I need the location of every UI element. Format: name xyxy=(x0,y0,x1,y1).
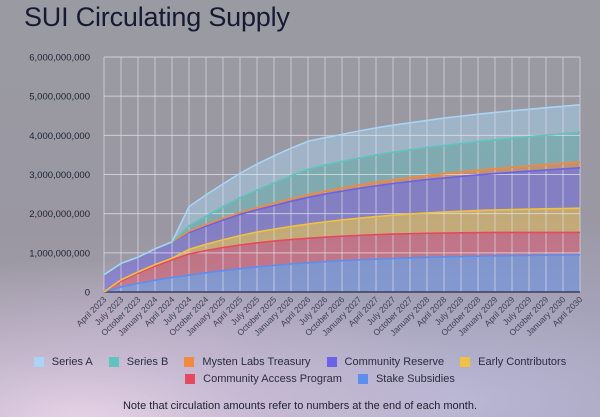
line-early-contributors xyxy=(103,207,581,293)
y-tick-label: 6,000,000,000 xyxy=(29,53,90,64)
legend-label: Community Access Program xyxy=(203,372,342,385)
grid xyxy=(103,56,581,293)
line-community-access-program xyxy=(103,231,580,293)
line-series-a xyxy=(103,103,581,276)
y-tick-label: 4,000,000,000 xyxy=(29,131,90,142)
legend-label: Stake Subsidies xyxy=(375,372,455,385)
chart-title: SUI Circulating Supply xyxy=(24,2,290,32)
legend-item-community-reserve[interactable]: Community Reserve xyxy=(326,355,445,368)
legend-item-mysten-labs-treasury[interactable]: Mysten Labs Treasury xyxy=(184,355,311,368)
legend-label: Early Contributors xyxy=(478,355,567,368)
series-lines xyxy=(103,103,581,293)
footnote: Note that circulation amounts refer to n… xyxy=(122,400,478,412)
line-stake-subsidies xyxy=(103,253,581,293)
legend: Series A Series B Mysten Labs Treasury Comm… xyxy=(0,353,600,387)
legend-swatch xyxy=(326,356,337,367)
legend-swatch xyxy=(108,356,119,367)
y-tick-label: 3,000,000,000 xyxy=(29,170,90,181)
line-series-b xyxy=(103,131,581,276)
legend-swatch xyxy=(460,356,471,367)
legend-item-series-b[interactable]: Series B xyxy=(108,355,169,368)
legend-label: Community Reserve xyxy=(344,355,445,368)
y-tick-label: 2,000,000,000 xyxy=(29,209,90,220)
legend-item-stake-subsidies[interactable]: Stake Subsidies xyxy=(357,372,455,385)
legend-item-early-contributors[interactable]: Early Contributors xyxy=(460,356,566,368)
legend-item-series-a[interactable]: Series A xyxy=(33,355,93,368)
legend-label: Mysten Labs Treasury xyxy=(202,355,311,368)
legend-item-community-access-program[interactable]: Community Access Program xyxy=(185,373,342,385)
y-tick-label: 1,000,000,000 xyxy=(29,248,90,259)
y-tick-label: 5,000,000,000 xyxy=(29,92,90,103)
legend-row: Series A Series B Mysten Labs Treasury Comm… xyxy=(0,353,600,370)
chart: 0 1,000,000,000 2,000,000,000 3,000,000,000… xyxy=(29,53,584,338)
line-mysten-labs-treasury xyxy=(103,161,581,276)
y-axis: 0 1,000,000,000 2,000,000,000 3,000,000,000… xyxy=(29,53,90,299)
legend-row: Community Access Program Stake Subsidies xyxy=(0,370,600,387)
legend-swatch xyxy=(185,373,196,384)
legend-swatch xyxy=(184,356,195,367)
y-tick-label: 0 xyxy=(85,288,90,299)
legend-label: Series B xyxy=(126,355,169,368)
legend-swatch xyxy=(33,356,44,367)
legend-swatch xyxy=(357,373,368,384)
legend-label: Series A xyxy=(51,355,93,368)
